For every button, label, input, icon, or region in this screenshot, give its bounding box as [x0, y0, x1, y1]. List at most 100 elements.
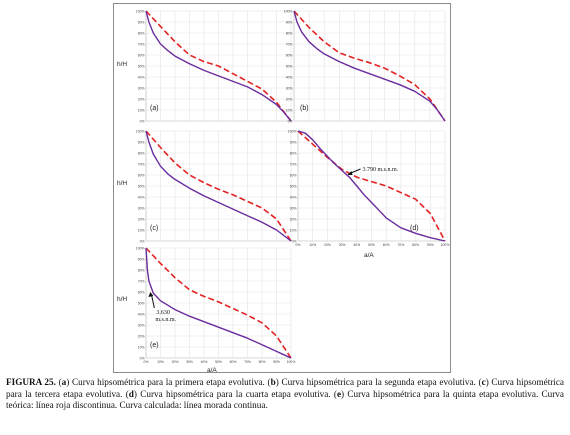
annotation-text: 3.630 [156, 310, 170, 316]
x-tick-label: 100% [287, 360, 296, 364]
calculated-curve [145, 130, 292, 242]
panel-b: 0% 10% 20% 30% 40% 50% 60% 70% 80% 90% 100% (b) [284, 9, 446, 123]
y-tick-label: 40% [138, 75, 145, 79]
y-tick-label: 50% [138, 184, 145, 188]
y-tick-label: 30% [138, 323, 145, 327]
caption-segment: b [270, 377, 276, 387]
y-tick-label: 50% [138, 64, 145, 68]
y-tick-label: 50% [138, 301, 145, 305]
y-tick-label: 80% [286, 31, 293, 35]
y-tick-label: 100% [284, 9, 293, 13]
calculated-curve [145, 247, 292, 359]
x-tick-label: 10% [157, 360, 164, 364]
x-tick-label: 70% [398, 243, 405, 247]
y-tick-label: 60% [138, 173, 145, 177]
y-tick-label: 30% [138, 206, 145, 210]
caption-segment: ( [55, 377, 62, 387]
x-tick-label: 30% [339, 243, 346, 247]
y-tick-label: 90% [286, 20, 293, 24]
x-tick-label: 50% [215, 360, 222, 364]
theoretical-curve [145, 10, 292, 122]
y-tick-label: 10% [138, 228, 145, 232]
x-tick-label: 0% [144, 360, 149, 364]
theoretical-curve [297, 130, 446, 242]
y-tick-label: 20% [138, 97, 145, 101]
panel-label: (a) [150, 105, 159, 112]
calculated-curve [293, 10, 446, 122]
y-tick-label: 90% [138, 20, 145, 24]
y-tick-label: 80% [138, 268, 145, 272]
theoretical-curve [145, 130, 292, 242]
y-tick-label: 90% [138, 257, 145, 261]
panel-a: 0% 10% 20% 30% 40% 50% 60% 70% 80% 90% 100% (a) [136, 9, 292, 123]
x-tick-label: 80% [259, 360, 266, 364]
y-axis-label-a: h/H [117, 61, 128, 68]
annotation-text: m.s.n.m. [155, 317, 176, 323]
y-tick-label: 10% [290, 228, 297, 232]
caption-segment: ) Curva hipsométrica para la quinta etap… [6, 388, 564, 411]
calculated-curve [297, 130, 446, 242]
calculated-curve [145, 10, 292, 122]
y-tick-label: 70% [290, 162, 297, 166]
x-tick-label: 100% [441, 243, 450, 247]
x-tick-label: 20% [324, 243, 331, 247]
x-tick-label: 90% [273, 360, 280, 364]
x-tick-label: 20% [172, 360, 179, 364]
panel-label: (b) [300, 105, 309, 112]
panel-label: (e) [150, 342, 159, 349]
panel-c: 0% 10% 20% 30% 40% 50% 60% 70% 80% 90% 100% (c) [136, 129, 292, 243]
y-tick-label: 70% [138, 162, 145, 166]
y-tick-label: 10% [286, 108, 293, 112]
x-axis-label-d: a/A [364, 252, 374, 259]
annotation-arrowhead [347, 171, 353, 175]
caption-segment: FIGURA 25. [6, 377, 56, 387]
y-tick-label: 20% [138, 217, 145, 221]
y-tick-label: 30% [290, 206, 297, 210]
y-tick-label: 50% [290, 184, 297, 188]
x-axis-label-e: a/A [207, 367, 217, 374]
panel-label: (d) [410, 225, 419, 232]
x-tick-label: 60% [230, 360, 237, 364]
y-tick-label: 40% [138, 195, 145, 199]
panel-label: (c) [150, 225, 158, 232]
caption-segment: e [336, 388, 342, 399]
y-tick-label: 40% [286, 75, 293, 79]
y-tick-label: 100% [136, 9, 145, 13]
y-tick-label: 70% [286, 42, 293, 46]
y-tick-label: 60% [290, 173, 297, 177]
caption-segment: ) Curva hipsométrica para la segunda eta… [275, 377, 482, 387]
y-tick-label: 100% [288, 129, 297, 133]
x-tick-label: 80% [412, 243, 419, 247]
panel-e: 0% 10% 20% 30% 40% 50% 60% 70% 80% 90% 100% 0% 10% 20… [136, 246, 296, 364]
y-tick-label: 30% [286, 86, 293, 90]
y-axis-label-e: h/H [117, 296, 128, 303]
annotation-text: 3.790 m.s.n.m. [363, 167, 399, 173]
x-tick-label: 70% [244, 360, 251, 364]
x-tick-label: 40% [353, 243, 360, 247]
y-tick-label: 20% [286, 97, 293, 101]
caption-segment: d [128, 388, 134, 399]
x-tick-label: 30% [186, 360, 193, 364]
x-tick-label: 10% [309, 243, 316, 247]
theoretical-curve [145, 247, 292, 359]
x-tick-label: 0% [296, 243, 301, 247]
x-tick-label: 60% [383, 243, 390, 247]
y-tick-label: 0% [288, 119, 293, 123]
caption-segment: c [481, 377, 486, 387]
y-tick-label: 10% [138, 108, 145, 112]
y-tick-label: 0% [292, 239, 297, 243]
y-tick-label: 30% [138, 86, 145, 90]
theoretical-curve [293, 10, 446, 122]
y-tick-label: 0% [140, 119, 145, 123]
y-tick-label: 60% [138, 53, 145, 57]
annotation-arrow [150, 293, 155, 309]
y-tick-label: 40% [138, 312, 145, 316]
y-tick-label: 0% [140, 356, 145, 360]
y-tick-label: 60% [138, 290, 145, 294]
y-tick-label: 20% [290, 217, 297, 221]
y-tick-label: 0% [140, 239, 145, 243]
y-tick-label: 10% [138, 345, 145, 349]
y-tick-label: 80% [138, 151, 145, 155]
y-tick-label: 100% [136, 246, 145, 250]
